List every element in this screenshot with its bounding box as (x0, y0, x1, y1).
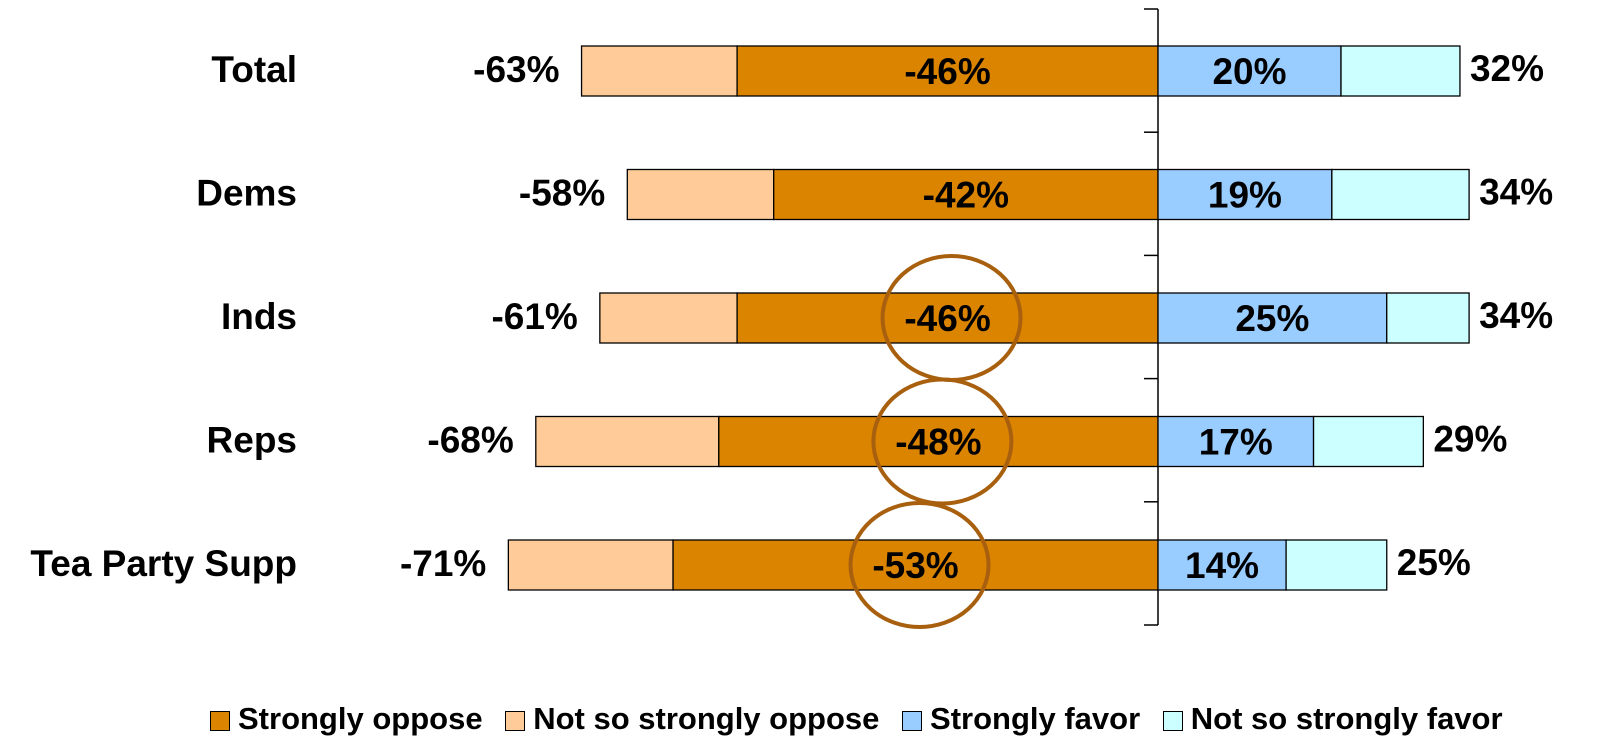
bar-strongly-oppose-tea-party-supp (672, 539, 1159, 591)
label-strongly-oppose-reps: -48% (895, 422, 981, 463)
legend-swatch-not-so-strongly-favor (1162, 711, 1183, 731)
highlight-circle-tea-party-supp (848, 501, 991, 629)
legend-swatch-strongly-oppose (210, 711, 230, 731)
legend-label-strongly-favor: Strongly favor (930, 701, 1141, 736)
category-label-total: Total (211, 49, 297, 90)
legend-item-not-so-strongly-favor: Not so strongly favor (1162, 701, 1503, 736)
legend-item-strongly-oppose: Strongly oppose (210, 702, 483, 736)
bar-not-so-strongly-favor-tea-party-supp (1285, 539, 1388, 591)
legend-label-not-so-strongly-oppose: Not so strongly oppose (533, 701, 880, 736)
label-total-favor-reps: 29% (1433, 419, 1507, 460)
legend-swatch-not-so-strongly-oppose (505, 711, 526, 731)
category-label-reps: Reps (207, 420, 297, 461)
bar-strongly-favor-dems (1157, 168, 1333, 221)
label-total-favor-dems: 34% (1479, 172, 1553, 213)
category-label-inds: Inds (221, 296, 297, 337)
label-strongly-oppose-dems: -42% (923, 175, 1009, 216)
bar-strongly-favor-reps (1157, 415, 1315, 468)
label-strongly-oppose-inds: -46% (904, 298, 990, 339)
legend-item-not-so-strongly-oppose: Not so strongly oppose (505, 702, 879, 736)
bar-strongly-oppose-total (736, 45, 1159, 97)
label-total-favor-inds: 34% (1479, 295, 1553, 336)
label-strongly-oppose-total: -46% (904, 51, 990, 92)
bar-not-so-strongly-favor-reps (1312, 415, 1425, 468)
category-label-dems: Dems (196, 173, 297, 214)
legend-label-strongly-oppose: Strongly oppose (238, 701, 483, 736)
label-strongly-favor-dems: 19% (1208, 175, 1282, 216)
label-total-oppose-total: -63% (473, 49, 559, 90)
bar-not-so-strongly-favor-inds (1386, 292, 1470, 344)
category-label-tea-party-supp: Tea Party Supp (30, 543, 297, 584)
bar-strongly-favor-total (1157, 45, 1342, 97)
label-strongly-favor-tea-party-supp: 14% (1185, 545, 1259, 586)
bar-not-so-strongly-favor-total (1340, 45, 1461, 97)
label-strongly-favor-inds: 25% (1235, 298, 1309, 339)
bar-strongly-oppose-inds (736, 292, 1159, 344)
chart-legend: Strongly oppose Not so strongly oppose S… (210, 702, 1517, 736)
label-total-oppose-reps: -68% (427, 420, 513, 461)
legend-swatch-strongly-favor (902, 711, 923, 731)
highlight-circle-reps (871, 377, 1014, 506)
label-total-oppose-inds: -61% (491, 296, 577, 337)
bar-not-so-strongly-oppose-inds (599, 292, 738, 344)
bar-not-so-strongly-oppose-total (580, 45, 738, 97)
legend-item-strongly-favor: Strongly favor (902, 702, 1140, 736)
label-total-oppose-dems: -58% (519, 173, 605, 214)
label-total-oppose-tea-party-supp: -71% (400, 543, 486, 584)
bar-strongly-favor-inds (1157, 292, 1388, 344)
bar-not-so-strongly-oppose-reps (535, 415, 720, 468)
bar-strongly-oppose-dems (773, 168, 1159, 221)
bar-not-so-strongly-oppose-tea-party-supp (507, 539, 674, 591)
label-strongly-favor-total: 20% (1212, 51, 1286, 92)
label-total-favor-tea-party-supp: 25% (1397, 542, 1471, 583)
label-total-favor-total: 32% (1470, 48, 1544, 89)
bar-not-so-strongly-favor-dems (1331, 168, 1470, 221)
legend-label-not-so-strongly-favor: Not so strongly favor (1190, 701, 1503, 736)
bar-not-so-strongly-oppose-dems (626, 168, 775, 221)
label-strongly-oppose-tea-party-supp: -53% (872, 545, 958, 586)
label-strongly-favor-reps: 17% (1199, 422, 1273, 463)
